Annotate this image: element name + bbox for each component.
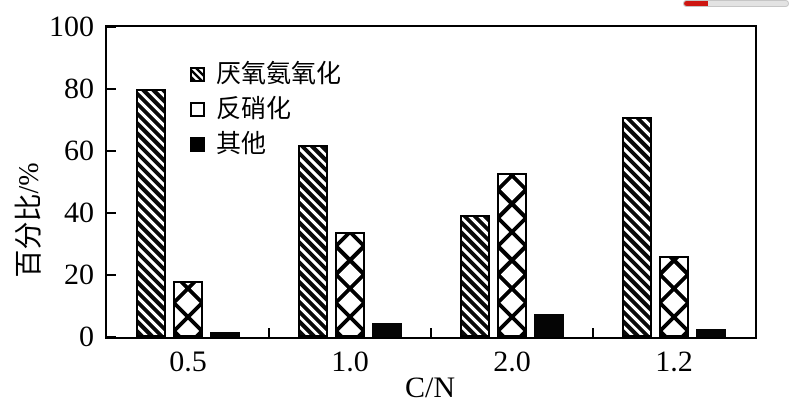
x-axis-title: C/N bbox=[404, 371, 455, 404]
legend-label: 其他 bbox=[216, 131, 267, 158]
bar-反硝化-1.2 bbox=[659, 256, 689, 337]
legend-label: 反硝化 bbox=[216, 96, 292, 123]
x-tick-label: 0.5 bbox=[169, 345, 207, 378]
bar-其他-1.2 bbox=[696, 329, 726, 337]
y-tick-label: 100 bbox=[49, 10, 94, 43]
bar-厌氧氨氧化-0.5 bbox=[136, 89, 166, 337]
y-axis-tick bbox=[107, 26, 116, 28]
y-tick-label: 20 bbox=[64, 258, 94, 291]
y-tick-label: 0 bbox=[79, 320, 94, 353]
bar-厌氧氨氧化-1.0 bbox=[298, 145, 328, 337]
legend-item-denitrification: 反硝化 bbox=[190, 96, 341, 123]
y-axis-tick bbox=[107, 336, 116, 338]
progress-bar-fill bbox=[684, 1, 708, 6]
bar-厌氧氨氧化-2.0 bbox=[460, 215, 490, 337]
progress-bar[interactable] bbox=[683, 0, 789, 7]
bar-反硝化-2.0 bbox=[497, 173, 527, 337]
y-axis-tick bbox=[107, 212, 116, 214]
legend-swatch-stripes-icon bbox=[190, 67, 205, 82]
bar-其他-2.0 bbox=[534, 314, 564, 337]
bar-其他-1.0 bbox=[372, 323, 402, 337]
bar-其他-0.5 bbox=[210, 332, 240, 337]
y-axis-tick bbox=[107, 88, 116, 90]
legend-item-other: 其他 bbox=[190, 131, 341, 158]
x-tick-label: 1.0 bbox=[331, 345, 369, 378]
x-tick-label: 2.0 bbox=[493, 345, 531, 378]
y-tick-label: 60 bbox=[64, 134, 94, 167]
bar-反硝化-0.5 bbox=[173, 281, 203, 337]
legend-swatch-solid-square-icon bbox=[190, 137, 205, 152]
x-tick-label: 1.2 bbox=[655, 345, 693, 378]
chart-legend: 厌氧氨氧化 反硝化 其他 bbox=[190, 61, 341, 166]
x-axis-tick bbox=[430, 328, 432, 337]
bar-反硝化-1.0 bbox=[335, 232, 365, 337]
legend-label: 厌氧氨氧化 bbox=[216, 61, 342, 88]
legend-item-anammox: 厌氧氨氧化 bbox=[190, 61, 341, 88]
plot-area: 厌氧氨氧化 反硝化 其他 bbox=[105, 25, 757, 339]
legend-swatch-open-square-icon bbox=[190, 102, 205, 117]
x-axis-tick bbox=[592, 328, 594, 337]
y-axis-tick bbox=[107, 274, 116, 276]
x-axis-tick bbox=[268, 328, 270, 337]
y-tick-label: 80 bbox=[64, 72, 94, 105]
y-tick-label: 40 bbox=[64, 196, 94, 229]
y-axis-tick bbox=[107, 150, 116, 152]
bar-厌氧氨氧化-1.2 bbox=[622, 117, 652, 337]
